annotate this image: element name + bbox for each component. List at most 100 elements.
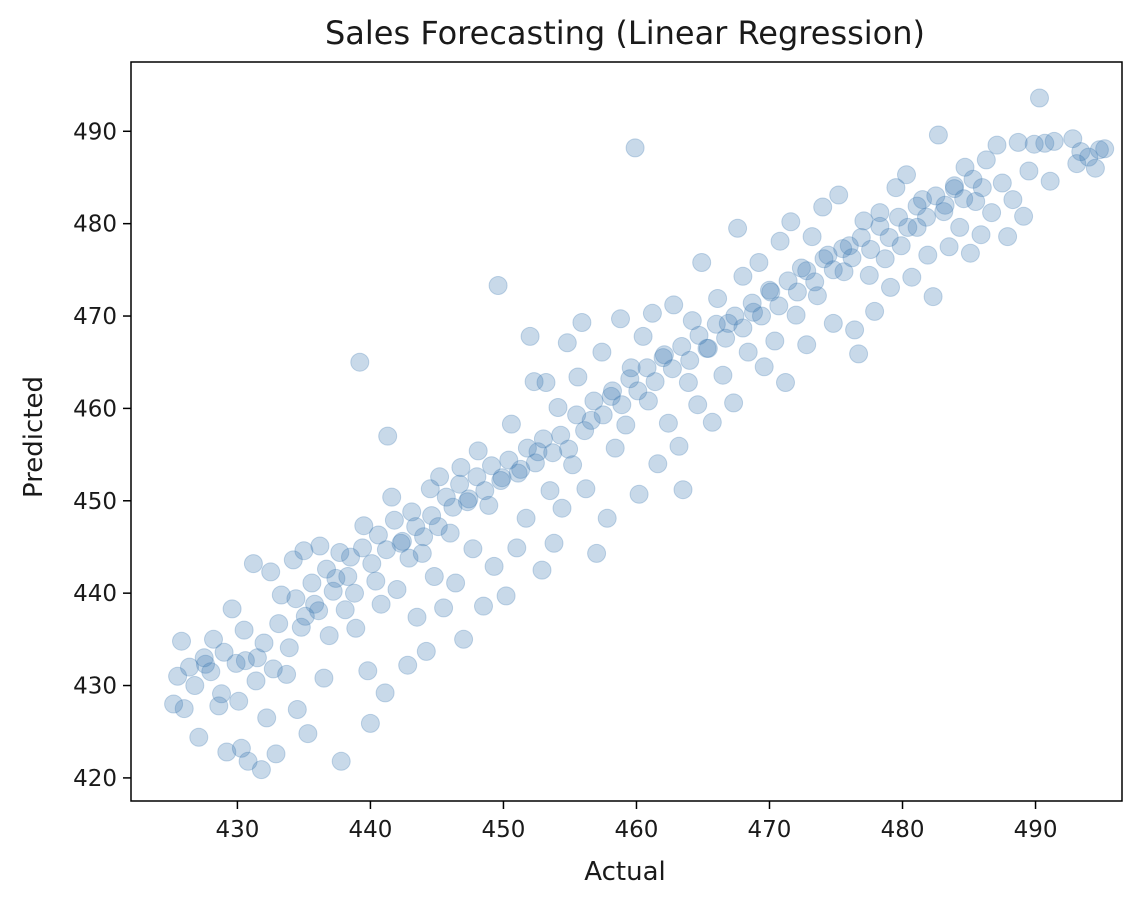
data-point xyxy=(611,309,630,329)
data-point xyxy=(559,439,579,459)
data-point xyxy=(525,453,545,473)
data-point xyxy=(689,325,709,345)
data-point xyxy=(907,217,927,237)
data-point xyxy=(305,594,325,614)
data-point xyxy=(528,442,548,462)
y-tick-label: 430 xyxy=(73,674,117,700)
data-point xyxy=(818,245,838,265)
data-point xyxy=(283,550,303,570)
data-point xyxy=(568,367,588,387)
data-point xyxy=(520,326,540,346)
data-point xyxy=(540,481,560,501)
data-point xyxy=(1089,140,1109,160)
data-point xyxy=(966,192,986,211)
data-point xyxy=(954,189,974,209)
data-point xyxy=(338,567,358,586)
data-point xyxy=(189,727,209,747)
data-point xyxy=(669,436,689,456)
data-point xyxy=(263,659,283,679)
data-point xyxy=(603,381,622,401)
data-point xyxy=(251,760,271,780)
data-point xyxy=(601,386,621,406)
data-point xyxy=(950,217,970,237)
y-tick-label: 470 xyxy=(73,304,117,330)
data-point xyxy=(458,492,477,512)
data-point xyxy=(516,508,536,528)
data-point xyxy=(886,178,906,198)
data-point xyxy=(536,373,556,392)
data-point xyxy=(987,135,1007,155)
data-point xyxy=(742,293,762,313)
data-point xyxy=(286,589,306,609)
data-point xyxy=(277,664,297,684)
data-point xyxy=(467,467,487,487)
data-point xyxy=(728,218,748,238)
data-point xyxy=(678,373,698,392)
data-point xyxy=(875,249,895,269)
data-point xyxy=(164,694,184,714)
data-point xyxy=(791,258,811,278)
data-point xyxy=(309,601,329,621)
data-point xyxy=(854,211,874,231)
chart-title: Sales Forecasting (Linear Regression) xyxy=(325,14,925,52)
x-axis-label: Actual xyxy=(584,857,665,887)
data-point xyxy=(291,617,311,637)
data-point xyxy=(935,195,955,215)
data-point xyxy=(360,713,380,733)
data-point xyxy=(345,583,364,603)
data-point xyxy=(496,586,516,606)
data-point xyxy=(406,517,426,537)
data-point xyxy=(889,207,908,227)
data-point xyxy=(552,498,572,518)
data-point xyxy=(533,429,553,449)
data-point xyxy=(923,287,943,307)
data-point xyxy=(637,358,657,378)
data-point xyxy=(222,599,242,619)
data-point xyxy=(849,344,869,364)
data-point xyxy=(362,554,382,574)
data-point xyxy=(829,185,849,205)
data-point xyxy=(382,487,402,507)
data-point xyxy=(725,306,745,326)
data-point xyxy=(1003,190,1023,210)
data-point xyxy=(271,585,291,605)
data-point xyxy=(769,296,789,316)
data-point xyxy=(371,594,391,614)
data-point xyxy=(378,426,398,446)
data-point xyxy=(331,751,351,771)
data-point xyxy=(314,668,334,688)
data-point xyxy=(294,541,314,561)
data-point xyxy=(976,150,996,170)
data-point xyxy=(298,724,318,744)
data-point xyxy=(302,573,322,593)
y-tick-label: 480 xyxy=(73,212,117,238)
data-point xyxy=(430,467,450,487)
data-point xyxy=(398,655,418,675)
data-point xyxy=(621,358,641,378)
data-point xyxy=(733,318,753,338)
data-point xyxy=(749,253,769,272)
data-point xyxy=(548,398,568,417)
data-point xyxy=(269,614,289,634)
data-point xyxy=(1071,142,1091,162)
data-point xyxy=(1079,147,1099,167)
data-point xyxy=(972,178,992,198)
data-point xyxy=(1024,134,1044,154)
data-point xyxy=(511,459,531,479)
data-point xyxy=(765,331,785,351)
data-point xyxy=(235,651,255,671)
data-point xyxy=(387,580,407,599)
data-point xyxy=(744,302,763,322)
data-point xyxy=(475,481,495,501)
data-point xyxy=(517,438,537,458)
data-point xyxy=(934,202,954,222)
data-point xyxy=(861,240,881,259)
data-point xyxy=(673,480,693,500)
data-point xyxy=(459,489,479,509)
data-point xyxy=(680,350,700,370)
data-point xyxy=(778,271,798,291)
data-point xyxy=(484,556,504,576)
data-point xyxy=(955,157,975,177)
data-point xyxy=(724,393,744,413)
data-point xyxy=(1067,154,1087,174)
